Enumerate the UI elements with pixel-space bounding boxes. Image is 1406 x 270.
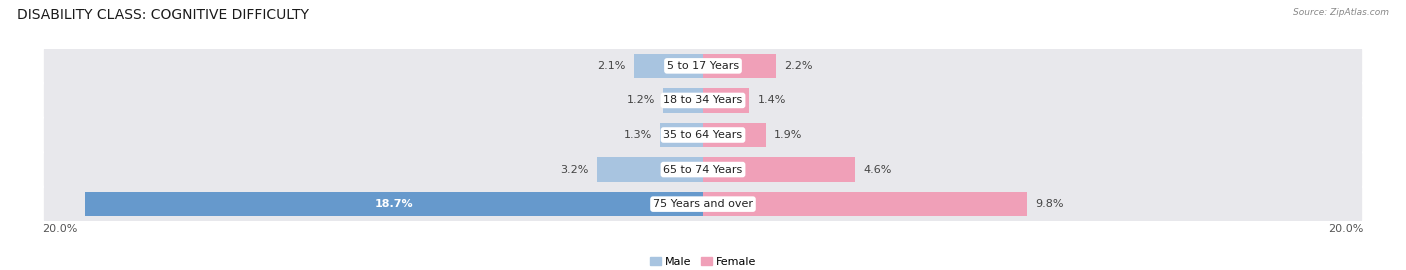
Bar [703,192,1026,216]
Text: 2.1%: 2.1% [598,61,626,71]
Text: 75 Years and over: 75 Years and over [652,199,754,209]
Text: 9.8%: 9.8% [1035,199,1063,209]
Bar [703,54,776,78]
Text: Source: ZipAtlas.com: Source: ZipAtlas.com [1294,8,1389,17]
Text: 18 to 34 Years: 18 to 34 Years [664,95,742,106]
Text: 5 to 17 Years: 5 to 17 Years [666,61,740,71]
Legend: Male, Female: Male, Female [645,252,761,270]
Bar [703,123,766,147]
FancyBboxPatch shape [44,114,1362,156]
Bar [598,157,703,182]
FancyBboxPatch shape [44,184,1362,225]
Bar [703,157,855,182]
FancyBboxPatch shape [44,80,1362,121]
Text: 20.0%: 20.0% [1329,224,1364,234]
Text: 1.2%: 1.2% [627,95,655,106]
Text: 65 to 74 Years: 65 to 74 Years [664,164,742,175]
Bar [659,123,703,147]
Bar [86,192,703,216]
Text: 3.2%: 3.2% [561,164,589,175]
Text: 1.4%: 1.4% [758,95,786,106]
Text: 35 to 64 Years: 35 to 64 Years [664,130,742,140]
Text: 4.6%: 4.6% [863,164,891,175]
Text: 2.2%: 2.2% [785,61,813,71]
Bar [634,54,703,78]
Text: 18.7%: 18.7% [375,199,413,209]
Bar [703,88,749,113]
Text: DISABILITY CLASS: COGNITIVE DIFFICULTY: DISABILITY CLASS: COGNITIVE DIFFICULTY [17,8,309,22]
Text: 20.0%: 20.0% [42,224,77,234]
Text: 1.3%: 1.3% [623,130,652,140]
FancyBboxPatch shape [44,45,1362,86]
Bar [664,88,703,113]
FancyBboxPatch shape [44,149,1362,190]
Text: 1.9%: 1.9% [775,130,803,140]
